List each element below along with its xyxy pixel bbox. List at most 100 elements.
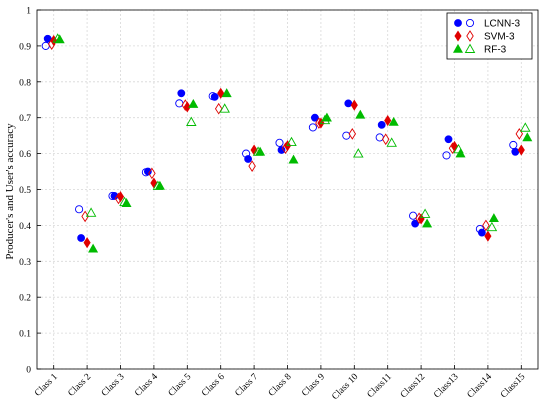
y-tick-label: 0.4 <box>19 222 31 232</box>
point-rf-3-open <box>85 207 97 217</box>
x-tick-label: Class 4 <box>133 372 160 399</box>
x-tick-label: Class 5 <box>167 372 194 399</box>
legend-marker-rf-3-open <box>464 43 476 53</box>
legend-marker-rf-3-filled <box>452 43 464 53</box>
y-tick-label: 0.1 <box>19 330 31 340</box>
y-tick-label: 0.3 <box>19 258 31 268</box>
point-rf-3-open <box>186 116 197 126</box>
point-lcnn-3-open <box>308 123 317 132</box>
x-tick-label: Class13 <box>432 372 461 401</box>
point-rf-3-open <box>319 114 331 125</box>
x-tick-label: Class 1 <box>33 372 60 399</box>
x-tick-label: Class15 <box>499 372 528 401</box>
point-lcnn-3-filled <box>511 147 520 156</box>
point-rf-3-open <box>252 146 264 156</box>
x-axis-ticks: Class 1 Class 2 Class 3 Class 4 Class 5 Class… <box>33 365 528 402</box>
y-tick-label: 1 <box>26 7 31 17</box>
x-tick-label: Class12 <box>399 372 428 401</box>
y-axis-ticks: 0 0.1 0.2 0.3 0.4 0.5 0.6 0.7 0.8 0.9 1 <box>19 7 41 376</box>
point-lcnn-3-open <box>175 99 184 108</box>
point-svm-3-filled <box>150 177 158 189</box>
y-tick-label: 0.7 <box>19 114 31 124</box>
point-lcnn-3-open <box>409 211 418 220</box>
x-tick-label: Class 3 <box>100 372 127 399</box>
point-rf-3-filled <box>355 109 366 119</box>
y-tick-label: 0.2 <box>19 294 31 304</box>
point-lcnn-3-filled <box>411 219 419 228</box>
y-axis-label: Producer's and User's accuracy <box>4 123 16 260</box>
point-rf-3-open <box>219 103 230 113</box>
point-svm-3-open <box>381 133 390 146</box>
x-tick-label: Class 8 <box>267 372 294 399</box>
point-svm-3-filled <box>484 230 492 242</box>
point-lcnn-3-open <box>108 191 117 201</box>
point-svm-3-open <box>114 192 123 205</box>
point-rf-3-filled <box>188 98 199 108</box>
point-rf-3-open <box>419 208 431 218</box>
legend-marker-lcnn-3-filled <box>454 19 462 27</box>
point-rf-3-filled <box>88 243 99 253</box>
point-svm-3-open <box>515 128 524 140</box>
point-lcnn-3-filled <box>344 99 353 108</box>
point-svm-3-filled <box>83 237 91 249</box>
point-lcnn-3-open <box>442 151 451 160</box>
point-lcnn-3-open <box>242 149 251 158</box>
point-lcnn-3-open <box>342 131 351 140</box>
grid-lines <box>37 9 538 370</box>
point-rf-3-open <box>486 221 498 232</box>
y-tick-label: 0.9 <box>19 42 31 52</box>
point-svm-3-open <box>181 99 190 111</box>
point-svm-3-open <box>148 167 156 180</box>
point-lcnn-3-open <box>475 224 484 234</box>
point-svm-3-open <box>248 160 256 172</box>
point-rf-3-open <box>286 136 297 147</box>
point-lcnn-3-open <box>208 92 217 101</box>
point-rf-3-open <box>119 196 130 207</box>
legend: LCNN-3 SVM-3 RF-3 <box>446 12 533 60</box>
point-svm-3-open <box>281 142 290 155</box>
y-tick-label: 0 <box>26 366 31 376</box>
legend-marker-lcnn-3-open <box>465 18 475 28</box>
legend-label-rf-3: RF-3 <box>484 45 507 56</box>
point-rf-3-filled <box>321 112 332 122</box>
legend-label-lcnn-3: LCNN-3 <box>484 19 521 30</box>
point-rf-3-filled <box>522 132 533 142</box>
point-rf-3-filled <box>388 116 399 126</box>
point-lcnn-3-open <box>275 138 284 147</box>
point-rf-3-open <box>52 33 63 43</box>
point-rf-3-open <box>386 137 397 147</box>
x-tick-label: Class 7 <box>234 372 261 399</box>
point-svm-3-filled <box>350 99 358 111</box>
point-svm-3-open <box>448 142 457 155</box>
point-lcnn-3-filled <box>310 113 319 122</box>
point-svm-3-filled <box>517 144 525 156</box>
legend-marker-svm-3-open <box>466 30 474 42</box>
x-tick-label: Class 10 <box>330 372 360 402</box>
point-lcnn-3-filled <box>277 146 286 154</box>
point-rf-3-filled <box>422 218 433 228</box>
point-lcnn-3-open <box>509 140 518 150</box>
x-tick-label: Class 6 <box>200 372 227 399</box>
y-tick-label: 0.5 <box>19 186 31 196</box>
legend-label-svm-3: SVM-3 <box>484 32 515 43</box>
point-lcnn-3-filled <box>177 89 186 98</box>
point-rf-3-filled <box>488 213 499 223</box>
y-tick-label: 0.8 <box>19 78 31 88</box>
x-tick-label: Class 9 <box>300 372 327 399</box>
point-svm-3-open <box>482 219 490 232</box>
point-rf-3-filled <box>221 88 232 98</box>
point-lcnn-3-filled <box>377 120 386 129</box>
point-lcnn-3-filled <box>444 135 453 144</box>
point-rf-3-open <box>353 148 364 158</box>
point-rf-3-open <box>453 143 464 154</box>
point-svm-3-filled <box>217 87 225 99</box>
x-tick-label: Class14 <box>466 372 495 401</box>
point-rf-3-open <box>152 180 164 190</box>
legend-marker-svm-3-filled <box>454 30 462 42</box>
point-lcnn-3-open <box>375 133 384 142</box>
x-tick-label: Class11 <box>366 372 394 400</box>
y-tick-label: 0.6 <box>19 150 31 160</box>
point-svm-3-open <box>315 117 323 129</box>
point-lcnn-3-open <box>75 205 84 214</box>
